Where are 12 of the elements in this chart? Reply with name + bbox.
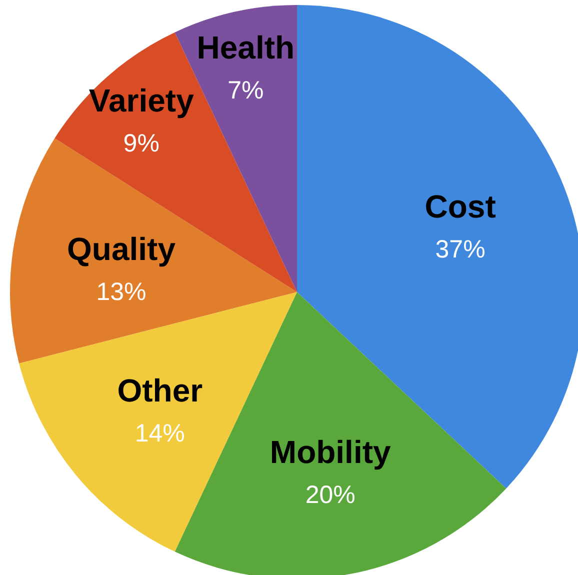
data-label: 9% [123, 129, 160, 158]
slice-label: Mobility [270, 434, 391, 470]
data-label: 20% [305, 480, 356, 509]
data-label: 37% [435, 235, 486, 264]
slice-label: Health [196, 29, 295, 66]
data-label: 7% [228, 76, 264, 104]
slice-label: Other [117, 372, 203, 408]
slice-label: Cost [424, 188, 496, 224]
data-label: 13% [96, 278, 146, 306]
data-label: 14% [134, 419, 185, 448]
slice-label: Quality [67, 231, 176, 268]
slice-label: Variety [88, 82, 194, 118]
